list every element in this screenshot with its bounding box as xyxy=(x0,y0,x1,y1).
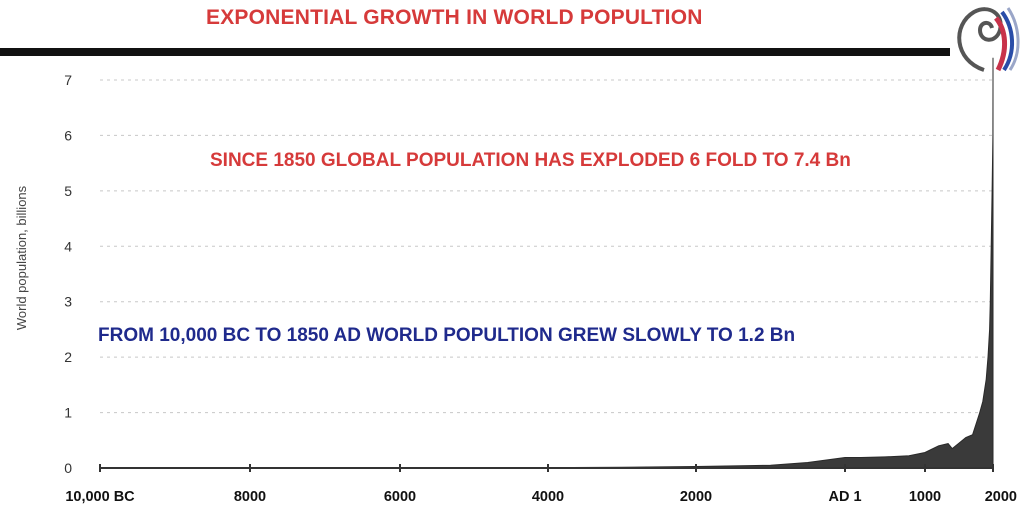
x-tick-label-7: 2000 xyxy=(985,489,1017,505)
y-tick-label-1: 1 xyxy=(64,405,72,421)
population-series-area xyxy=(99,57,994,469)
annotation-10000bc-1850: FROM 10,000 BC TO 1850 AD WORLD POPULTIO… xyxy=(98,325,796,346)
x-tick-label-3: 4000 xyxy=(532,489,564,505)
x-tick-label-1: 8000 xyxy=(234,489,266,505)
x-axis xyxy=(99,464,994,472)
y-tick-labels: 0 1 2 3 4 5 6 7 xyxy=(64,72,72,476)
x-tick-label-2: 6000 xyxy=(384,489,416,505)
x-tick-label-4: 2000 xyxy=(680,489,712,505)
x-tick-label-6: 1000 xyxy=(909,489,941,505)
x-tick-label-0: 10,000 BC xyxy=(65,489,135,505)
x-tick-label-5: AD 1 xyxy=(828,489,861,505)
y-tick-label-3: 3 xyxy=(64,294,72,310)
y-tick-label-7: 7 xyxy=(64,72,72,88)
x-tick-labels: 10,000 BC 8000 6000 4000 2000 AD 1 1000 2000 xyxy=(65,489,1017,505)
population-area xyxy=(99,57,994,469)
y-tick-label-5: 5 xyxy=(64,183,72,199)
grid-lines xyxy=(100,79,993,414)
swirl-logo-icon xyxy=(957,7,1020,72)
y-tick-label-2: 2 xyxy=(64,349,72,365)
title-rule xyxy=(0,48,950,56)
y-tick-label-4: 4 xyxy=(64,238,72,254)
page-title: EXPONENTIAL GROWTH IN WORLD POPULTION xyxy=(206,6,703,29)
y-tick-label-0: 0 xyxy=(64,460,72,476)
y-tick-label-6: 6 xyxy=(64,127,72,143)
y-axis-label: World population, billions xyxy=(14,185,29,330)
annotation-since-1850: SINCE 1850 GLOBAL POPULATION HAS EXPLODE… xyxy=(210,150,851,171)
